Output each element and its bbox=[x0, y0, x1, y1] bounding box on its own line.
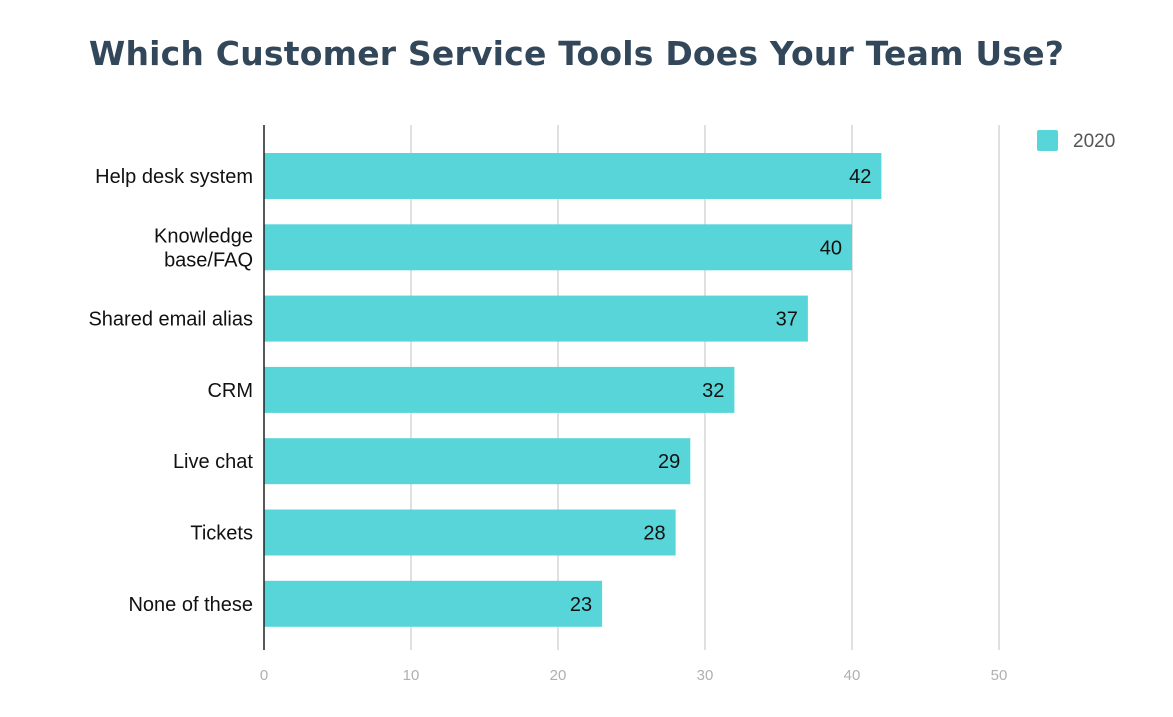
category-label-tickets: Tickets bbox=[190, 523, 253, 545]
legend-swatch bbox=[1037, 130, 1058, 151]
category-label-crm: CRM bbox=[207, 380, 253, 402]
x-tick-label-30: 30 bbox=[697, 667, 714, 684]
x-tick-label-10: 10 bbox=[403, 667, 420, 684]
category-label-none-of-these: None of these bbox=[128, 594, 253, 616]
x-tick-label-50: 50 bbox=[991, 667, 1008, 684]
bar-none-of-these bbox=[264, 580, 603, 627]
chart-title: Which Customer Service Tools Does Your T… bbox=[88, 34, 1065, 73]
data-label-help-desk-system: 42 bbox=[849, 166, 871, 188]
category-label-live-chat: Live chat bbox=[173, 451, 253, 473]
bar-help-desk-system bbox=[264, 153, 882, 199]
x-tick-label-40: 40 bbox=[844, 667, 861, 684]
category-label-knowledge-base-faq: Knowledge base/FAQ bbox=[154, 225, 253, 271]
x-tick-label-20: 20 bbox=[550, 667, 567, 684]
data-label-live-chat: 29 bbox=[658, 451, 680, 473]
data-label-none-of-these: 23 bbox=[570, 594, 592, 616]
data-label-shared-email-alias: 37 bbox=[776, 309, 798, 331]
bar-knowledge-base-faq bbox=[264, 224, 852, 271]
data-label-knowledge-base-faq: 40 bbox=[820, 237, 842, 259]
bar-crm bbox=[264, 366, 735, 413]
category-label-help-desk-system: Help desk system bbox=[95, 166, 253, 188]
legend-label: 2020 bbox=[1073, 131, 1115, 152]
data-label-tickets: 28 bbox=[643, 523, 665, 545]
bar-live-chat bbox=[264, 438, 691, 485]
bar-tickets bbox=[264, 509, 676, 556]
bar-shared-email-alias bbox=[264, 295, 808, 342]
x-tick-label-0: 0 bbox=[260, 667, 268, 684]
category-label-shared-email-alias: Shared email alias bbox=[88, 309, 253, 331]
data-label-crm: 32 bbox=[702, 380, 724, 402]
